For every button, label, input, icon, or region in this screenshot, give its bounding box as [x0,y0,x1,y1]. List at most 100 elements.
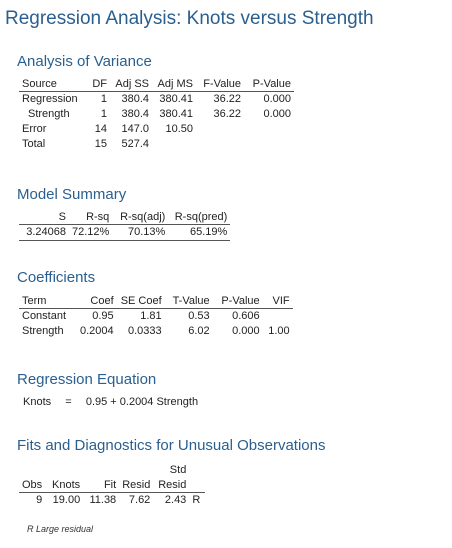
table-cell: 380.41 [159,93,193,105]
table-row: Strength 1 380.4 380.41 36.22 0.000 [19,107,294,122]
table-cell: 0.000 [263,93,291,105]
table-cell: 0.606 [232,310,260,322]
table-cell: 72.12% [69,224,113,241]
column-header: Knots [45,478,84,493]
column-header [19,463,45,478]
equation-equals: = [65,396,72,408]
table-row: 9 19.00 11.38 7.62 2.43 R [19,493,205,509]
column-header: R-sq(adj) [112,210,169,225]
table-cell: 14 [94,123,107,135]
table-cell: 0.53 [188,310,210,322]
table-cell: 1 [100,108,107,120]
table-cell: Strength [28,108,70,120]
table-cell: 1.81 [140,310,162,322]
model-summary-table: S R-sq R-sq(adj) R-sq(pred) 3.24068 72.1… [19,210,231,241]
table-row: Total 15 527.4 [19,137,294,152]
table-cell: 527.4 [121,138,149,150]
table-cell: 3.24068 [19,224,69,241]
table-cell: 1 [100,93,107,105]
regression-equation-heading: Regression Equation [17,371,157,388]
table-cell: 0.2004 [80,325,114,337]
column-header: Adj SS [110,77,152,92]
table-cell: 0.95 [92,310,114,322]
table-cell: 65.19% [168,224,231,241]
table-row: 3.24068 72.12% 70.13% 65.19% [19,224,231,241]
column-header: S [19,210,69,225]
column-header: P-Value [212,294,263,309]
table-cell: 1.00 [268,325,290,337]
coefficients-heading: Coefficients [17,269,96,286]
table-row: Strength 0.2004 0.0333 6.02 0.000 1.00 [19,324,293,339]
column-header: F-Value [196,77,244,92]
table-cell: 19.00 [52,494,81,506]
column-header: Coef [77,294,117,309]
column-header: P-Value [244,77,294,92]
table-cell: 11.38 [89,494,117,506]
anova-heading: Analysis of Variance [17,53,152,70]
table-cell: 0.000 [232,325,260,337]
table-cell: 380.41 [159,108,193,120]
regression-equation: Knots = 0.95 + 0.2004 Strength [23,396,198,408]
table-cell: 0.000 [263,108,291,120]
table-cell: 380.4 [121,93,149,105]
coefficients-table: Term Coef SE Coef T-Value P-Value VIF Co… [19,294,293,339]
table-header-row: Std [19,463,205,478]
column-header: Term [19,294,77,309]
column-header: SE Coef [116,294,165,309]
table-cell: Constant [22,310,67,322]
table-row: Error 14 147.0 10.50 [19,122,294,137]
table-cell: 380.4 [121,108,149,120]
equation-lhs: Knots [23,396,52,408]
table-row: Constant 0.95 1.81 0.53 0.606 [19,309,293,325]
column-header: Source [19,77,85,92]
fits-heading: Fits and Diagnostics for Unusual Observa… [17,437,326,454]
column-header: DF [85,77,110,92]
page-title: Regression Analysis: Knots versus Streng… [5,8,374,29]
column-header: Resid [119,478,154,493]
table-cell: 36.22 [213,93,241,105]
table-cell: 9 [36,494,43,506]
column-header: Obs [19,478,46,493]
model-summary-heading: Model Summary [17,186,127,203]
column-header [189,463,205,478]
column-header: R-sq(pred) [168,210,231,225]
table-cell [152,137,196,152]
column-header [83,463,119,478]
table-cell [244,137,294,152]
table-cell: Strength [22,325,64,337]
column-header: T-Value [164,294,213,309]
table-cell [196,137,244,152]
table-cell [196,122,244,137]
table-cell: 147.0 [121,123,149,135]
column-header: R-sq [69,210,113,225]
table-cell [244,122,294,137]
column-header: Std [169,464,187,476]
footnote: R Large residual [27,524,94,534]
table-header-row: S R-sq R-sq(adj) R-sq(pred) [19,210,231,225]
column-header: VIF [262,294,293,309]
table-header-row: Obs Knots Fit Resid Resid [19,478,206,493]
column-header [189,478,206,493]
fits-table: Std Obs Knots Fit Resid Resid 9 19.00 11… [19,463,206,509]
table-row: Regression 1 380.4 380.41 36.22 0.000 [19,92,294,108]
table-cell: 70.13% [112,224,169,241]
table-cell: Total [22,138,46,150]
table-cell: 0.0333 [128,325,162,337]
table-cell [263,309,293,325]
equation-rhs: 0.95 + 0.2004 Strength [85,396,199,408]
table-cell: 7.62 [128,494,151,506]
table-header-row: Source DF Adj SS Adj MS F-Value P-Value [19,77,294,92]
column-header: Fit [83,478,120,493]
table-cell: Error [22,123,47,135]
column-header: Resid [153,478,190,493]
table-cell: Regression [22,93,78,105]
anova-table: Source DF Adj SS Adj MS F-Value P-Value … [19,77,294,152]
column-header [45,463,83,478]
column-header [119,463,153,478]
table-cell: 36.22 [213,108,241,120]
column-header: Adj MS [152,77,196,92]
table-cell: R [192,494,201,506]
table-cell: 2.43 [164,494,187,506]
table-cell: 6.02 [188,325,210,337]
table-header-row: Term Coef SE Coef T-Value P-Value VIF [19,294,293,309]
